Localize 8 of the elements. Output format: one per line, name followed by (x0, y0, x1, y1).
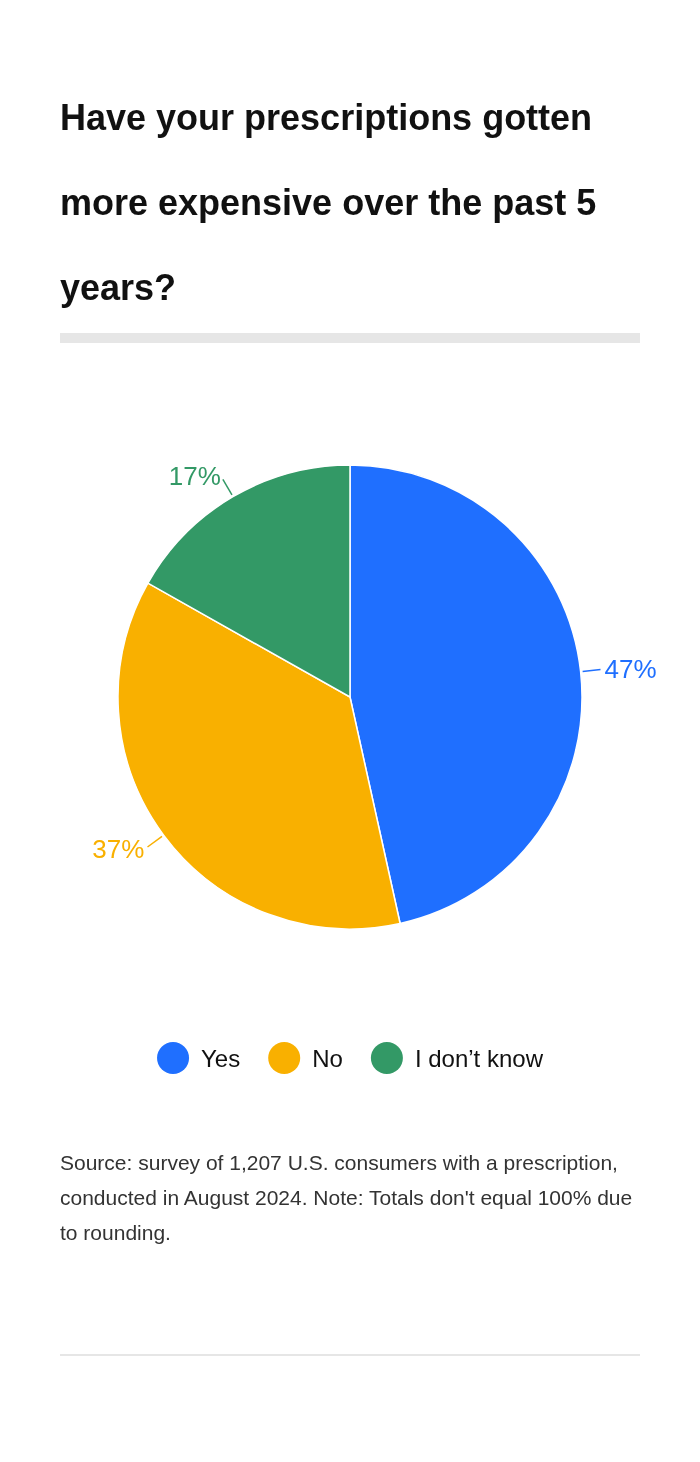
data-label: 17% (168, 460, 221, 491)
data-label: 37% (92, 834, 145, 865)
source-note: Source: survey of 1,207 U.S. consumers with a prescription, conducted in August 2024. Note: Totals don't equal 100% due to rounding. (60, 1151, 633, 1244)
legend-label: Yes (201, 1045, 241, 1072)
data-label: 47% (604, 654, 657, 685)
legend-label: I don’t know (414, 1045, 544, 1072)
legend-label: No (312, 1045, 343, 1072)
chart-title: Have your prescriptions gotten more expensive over the past 5 years? (60, 97, 597, 308)
